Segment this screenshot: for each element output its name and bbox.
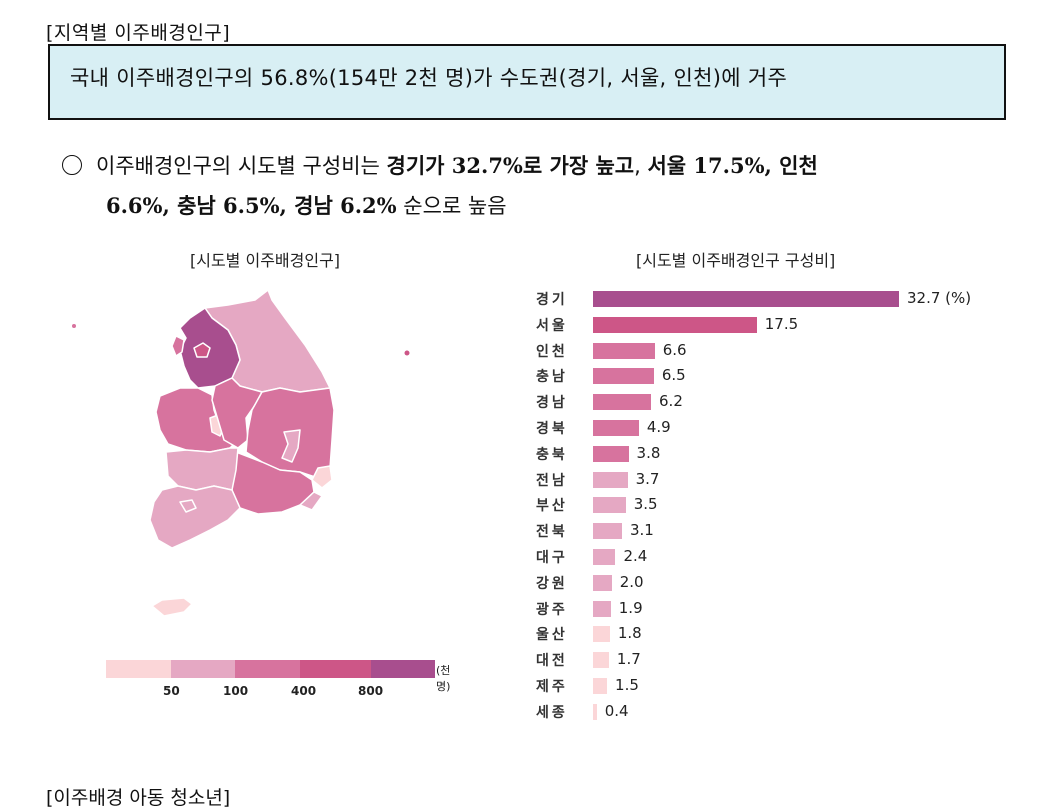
bar [593,678,608,694]
bar-value-label: 1.8 [617,624,642,643]
next-section-title: [이주배경 아동 청소년] [46,787,231,809]
region-ulsan [311,465,333,489]
bar [593,703,597,720]
bullet-paragraph: 이주배경인구의 시도별 구성비는 경기가 32.7%로 가장 높고, 서울 17… [62,146,1022,226]
bar-value-label: 2.0 [619,572,644,591]
bar-category-label: 전북 [536,524,568,541]
bar-category-label: 부산 [536,498,568,515]
bar-value-label: 4.9 [646,418,671,436]
bar [593,291,899,307]
bullet-text: 이주배경인구의 시도별 구성비는 [96,154,387,178]
bar-category-label: 경북 [536,421,568,437]
map-title: [시도별 이주배경인구] [190,251,341,270]
legend-swatch-1 [106,660,171,678]
bar-value-label: 6.6 [662,340,687,359]
bar-category-label: 인천 [536,343,568,360]
bar-value-label: 17.5 [764,314,799,333]
bar-category-label: 전남 [536,472,568,489]
legend-tick: 100 [223,684,249,698]
bar-value-label: 32.7 (%) [907,289,972,307]
bar [593,523,622,540]
circle-bullet-icon [62,155,82,175]
bar-value-label: 2.4 [623,547,648,565]
bar-category-label: 서울 [536,317,568,334]
bar-category-label: 광주 [536,601,568,618]
bar-chart-title: [시도별 이주배경인구 구성비] [636,251,836,270]
bar [593,652,609,669]
legend-tick: 50 [163,684,180,698]
bullet-bold-text: 서울 17.5%, 인천 [647,153,818,178]
island-west [72,324,76,328]
region-jeonnam [149,485,241,549]
legend-swatch-4 [300,660,371,678]
bar-value-label: 6.5 [661,366,686,385]
bar-value-label: 1.9 [618,598,643,617]
legend-tick: 400 [291,684,317,698]
region-jeju [151,597,193,617]
bar [593,549,616,565]
legend-unit: (천명) [436,664,451,693]
region-seoul [193,342,211,358]
region-jeonbuk [165,447,239,491]
legend-swatch-3 [235,660,300,678]
bar-category-label: 충남 [536,369,568,386]
bullet-text: 순으로 높음 [396,194,507,218]
bar-value-label: 1.7 [616,650,641,669]
bar-category-label: 세종 [536,704,568,721]
bar-category-label: 경기 [536,292,568,308]
bar-category-label: 경남 [536,395,568,412]
bar-category-label: 제주 [536,679,568,695]
bar [593,574,612,591]
region-busan [299,491,323,511]
section-title: [지역별 이주배경인구] [46,22,231,44]
bar [593,420,639,436]
bar [593,368,654,385]
bar-value-label: 3.7 [635,469,660,488]
summary-text: 국내 이주배경인구의 56.8%(154만 2천 명)가 수도권(경기, 서울,… [70,66,788,90]
bar-value-label: 3.5 [633,495,658,514]
bar-category-label: 대구 [536,550,568,566]
bar [593,471,628,488]
bar [593,394,652,411]
bullet-text: , [634,154,648,178]
legend-swatch-2 [171,660,235,678]
bullet-bold-text: 6.6%, 충남 6.5%, 경남 6.2% [106,193,397,218]
bar [593,445,629,462]
summary-box: 국내 이주배경인구의 56.8%(154만 2천 명)가 수도권(경기, 서울,… [48,44,1006,120]
region-daegu [281,429,301,463]
korea-choropleth-map [60,280,460,630]
bar-category-label: 강원 [536,575,568,592]
bar-value-label: 1.5 [615,676,639,694]
bar-category-label: 울산 [536,627,568,644]
region-chungbuk [211,377,263,449]
region-gwangju [179,499,197,513]
bullet-bold-text: 경기가 32.7%로 가장 높고 [386,153,635,178]
bar-category-label: 충북 [536,446,568,463]
bar-value-label: 6.2 [659,392,683,411]
bar [593,497,626,514]
legend-swatch-5 [371,660,435,678]
legend-tick: 800 [358,684,384,698]
region-incheon [171,335,185,357]
bar [593,316,757,333]
bar-value-label: 0.4 [604,701,629,720]
island-ulleung [404,350,410,356]
bar-category-label: 대전 [536,653,568,670]
bar [593,626,610,643]
bar-value-label: 3.1 [630,521,654,540]
bar-value-label: 3.8 [636,443,661,462]
bar [593,600,611,617]
bar [593,342,655,359]
